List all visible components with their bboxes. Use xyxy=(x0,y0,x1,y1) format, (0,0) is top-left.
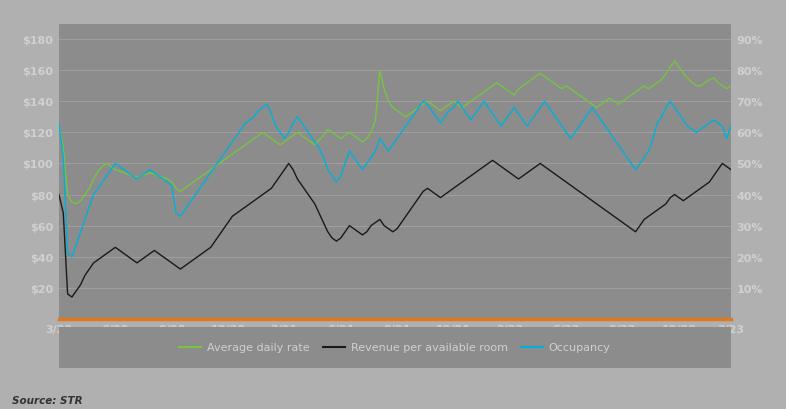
Text: Source: STR: Source: STR xyxy=(12,395,83,405)
Legend: Average daily rate, Revenue per available room, Occupancy: Average daily rate, Revenue per availabl… xyxy=(174,338,615,357)
